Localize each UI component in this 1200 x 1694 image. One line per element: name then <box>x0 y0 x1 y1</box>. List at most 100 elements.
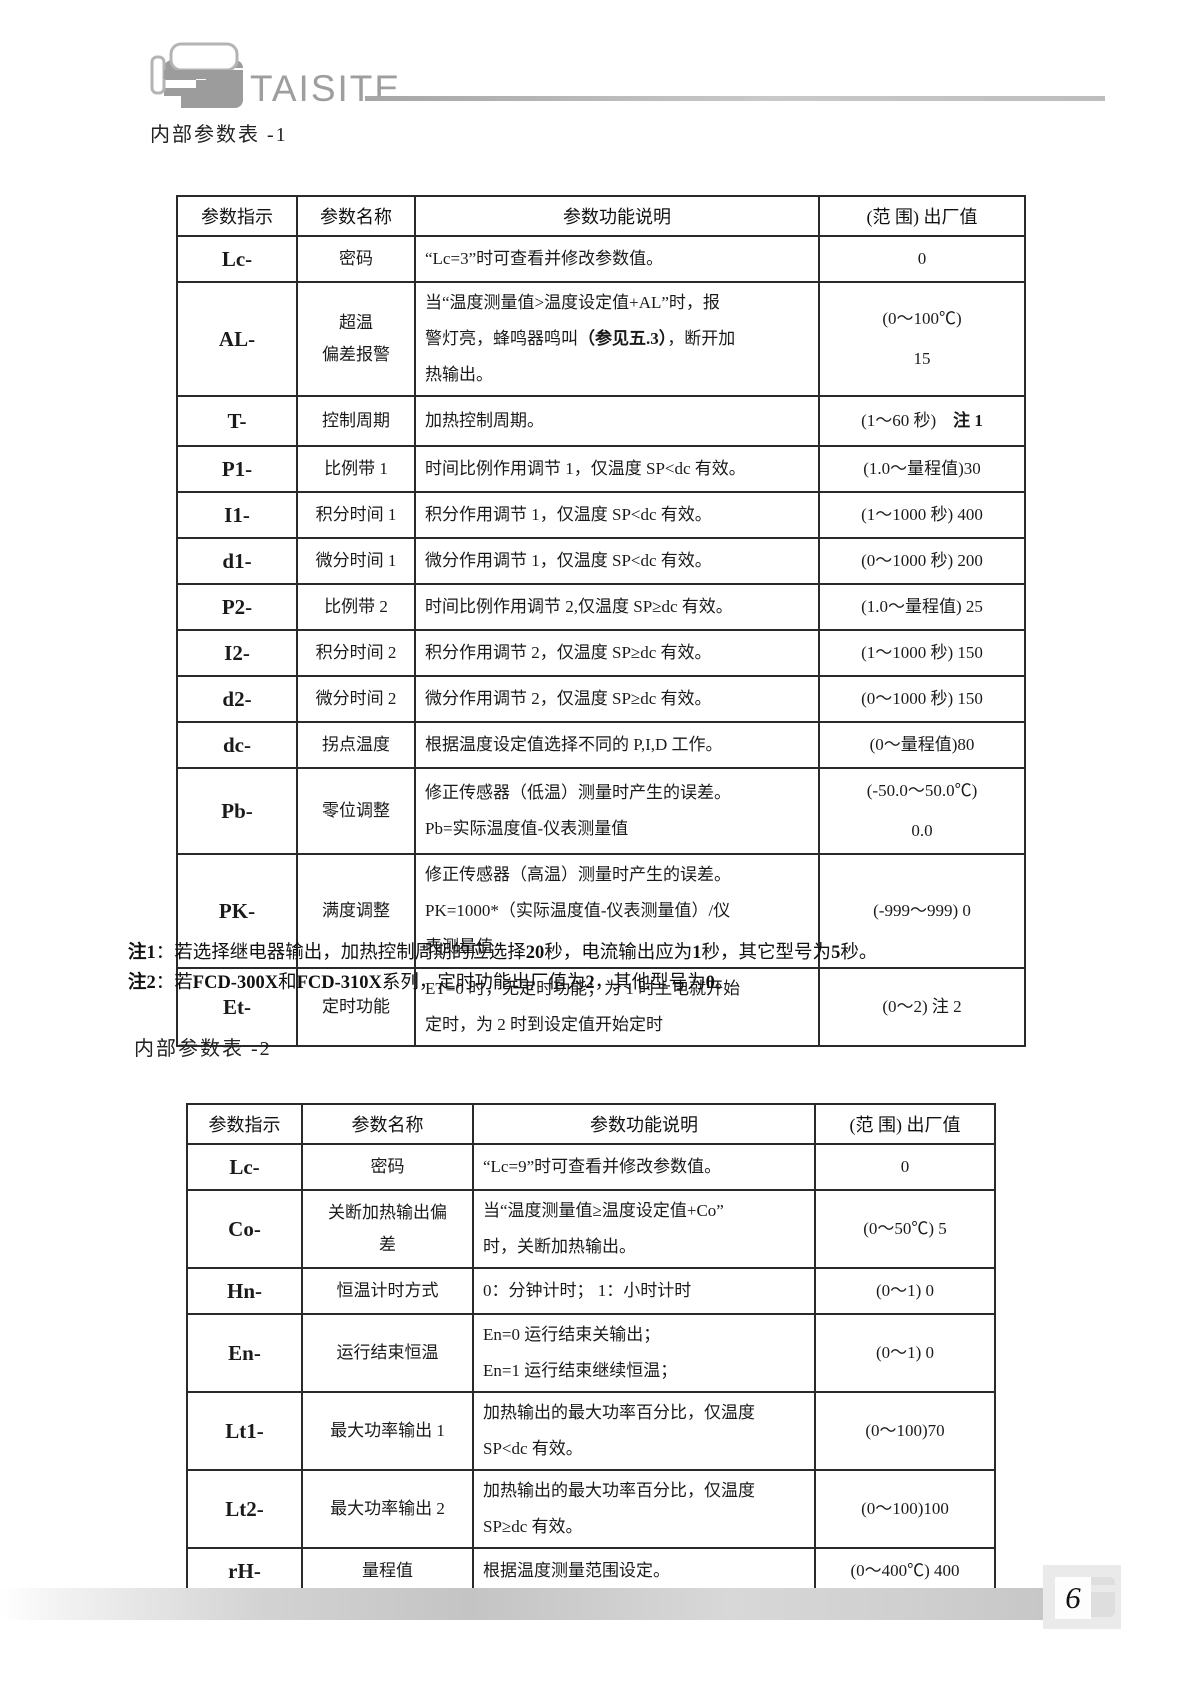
param-description-cell: 时间比例作用调节 2,仅温度 SP≥dc 有效。 <box>414 583 820 631</box>
cell-line: 密码 <box>339 249 373 268</box>
cell-line: 差 <box>379 1235 396 1254</box>
cell-line: 0 <box>917 249 927 268</box>
param-indicator-cell: dc- <box>176 721 298 769</box>
param-indicator-cell: Et- <box>176 967 298 1047</box>
param-name-cell: 积分时间 1 <box>296 491 416 539</box>
cell-line: PK=1000*（实际温度值-仪表测量值）/仪 <box>425 901 731 920</box>
param-indicator-cell: PK- <box>176 853 298 969</box>
cell-line: 当“温度测量值≥温度设定值+Co” <box>483 1201 724 1220</box>
param-name-cell: 比例带 1 <box>296 445 416 493</box>
cell-line: 恒温计时方式 <box>336 1281 439 1300</box>
cell-line: 积分时间 1 <box>315 505 397 524</box>
param-name-cell: 定时功能 <box>296 967 416 1047</box>
column-header: 参数功能说明 <box>414 195 820 237</box>
param-indicator-cell: Lt2- <box>186 1469 303 1549</box>
param-description-cell: 积分作用调节 1，仅温度 SP<dc 有效。 <box>414 491 820 539</box>
param-indicator-cell: P2- <box>176 583 298 631</box>
cell-line: (0～量程值)80 <box>869 735 975 754</box>
cell-line: 表测量值 <box>425 937 493 956</box>
column-header: 参数功能说明 <box>472 1103 816 1145</box>
cell-line: SP<dc 有效。 <box>483 1439 583 1458</box>
table-row: I2- 积分时间 2 积分作用调节 2，仅温度 SP≥dc 有效。 (1～1000 秒… <box>176 629 1026 677</box>
param-name-cell: 密码 <box>301 1143 474 1191</box>
param-name-cell: 恒温计时方式 <box>301 1267 474 1315</box>
param-indicator-cell: AL- <box>176 281 298 397</box>
cell-line: 积分时间 2 <box>315 643 397 662</box>
page-header: TAISITE <box>150 42 750 117</box>
param-range-default-cell: (0～1) 0 <box>814 1267 996 1315</box>
cell-line: (1～1000 秒) 150 <box>861 643 983 662</box>
cell-line: 量程值 <box>362 1561 413 1580</box>
table-row: dc- 拐点温度 根据温度设定值选择不同的 P,I,D 工作。 (0～量程值)80 <box>176 721 1026 769</box>
cell-line: 密码 <box>370 1157 405 1176</box>
table-row: Lt2- 最大功率输出 2 加热输出的最大功率百分比，仅温度 SP≥dc 有效。 (0～… <box>186 1469 996 1549</box>
table-row: Lc- 密码 “Lc=9”时可查看并修改参数值。 0 <box>186 1143 996 1191</box>
param-indicator-cell: Hn- <box>186 1267 303 1315</box>
cell-line: 加热输出的最大功率百分比，仅温度 <box>483 1403 755 1422</box>
cell-line: (-999～999) 0 <box>873 901 971 920</box>
param-range-default-cell: (0～50℃) 5 <box>814 1189 996 1269</box>
param-name-cell: 最大功率输出 1 <box>301 1391 474 1471</box>
param-name-cell: 比例带 2 <box>296 583 416 631</box>
cell-line: 当“温度测量值>温度设定值+AL”时，报 <box>425 293 720 312</box>
taisite-logo-icon <box>150 42 243 108</box>
param-name-cell: 拐点温度 <box>296 721 416 769</box>
cell-line: (0～1000 秒) 200 <box>861 551 983 570</box>
param-range-default-cell: (0～1000 秒) 150 <box>818 675 1026 723</box>
table-header-row: 参数指示 参数名称 参数功能说明 (范 围) 出厂值 <box>176 195 1026 237</box>
cell-line: 0：分钟计时； 1：小时计时 <box>483 1281 692 1300</box>
cell-line: 热输出。 <box>425 365 493 384</box>
footer-gradient-bar <box>0 1588 1043 1620</box>
param-indicator-cell: P1- <box>176 445 298 493</box>
param-description-cell: 时间比例作用调节 1，仅温度 SP<dc 有效。 <box>414 445 820 493</box>
table-row: rH- 量程值 根据温度测量范围设定。 (0～400℃) 400 <box>186 1547 996 1595</box>
cell-line: (0～400℃) 400 <box>850 1561 960 1580</box>
cell-line: En=1 运行结束继续恒温； <box>483 1361 678 1380</box>
param-indicator-cell: I2- <box>176 629 298 677</box>
cell-line: (1～1000 秒) 400 <box>861 505 983 524</box>
param-description-cell: 修正传感器（高温）测量时产生的误差。 PK=1000*（实际温度值-仪表测量值）/… <box>414 853 820 969</box>
table-row: Hn- 恒温计时方式 0：分钟计时； 1：小时计时 (0～1) 0 <box>186 1267 996 1315</box>
table-row: Lc- 密码 “Lc=3”时可查看并修改参数值。 0 <box>176 235 1026 283</box>
parameter-table-2: 参数指示 参数名称 参数功能说明 (范 围) 出厂值 Lc- 密码 “Lc=9”时可查看并… <box>186 1103 996 1595</box>
cell-line: 时间比例作用调节 2,仅温度 SP≥dc 有效。 <box>425 597 733 616</box>
table-row: d1- 微分时间 1 微分作用调节 1，仅温度 SP<dc 有效。 (0～1000 秒… <box>176 537 1026 585</box>
param-description-cell: 微分作用调节 1，仅温度 SP<dc 有效。 <box>414 537 820 585</box>
param-range-default-cell: (0～2) 注 2 <box>818 967 1026 1047</box>
cell-line: 定时功能 <box>322 997 390 1016</box>
cell-line: “Lc=3”时可查看并修改参数值。 <box>425 249 664 268</box>
cell-line: 关断加热输出偏 <box>328 1203 447 1222</box>
cell-line: 超温 <box>339 313 373 332</box>
cell-line: 15 <box>913 349 931 368</box>
cell-line: 时间比例作用调节 1，仅温度 SP<dc 有效。 <box>425 459 746 478</box>
table-row: P1- 比例带 1 时间比例作用调节 1，仅温度 SP<dc 有效。 (1.0～量程值… <box>176 445 1026 493</box>
param-name-cell: 微分时间 2 <box>296 675 416 723</box>
cell-line: 拐点温度 <box>322 735 390 754</box>
cell-line: 最大功率输出 2 <box>330 1499 445 1518</box>
param-range-default-cell: (0～100℃) 15 <box>818 281 1026 397</box>
page-number-box: 6 <box>1055 1577 1091 1619</box>
cell-line: 微分时间 1 <box>315 551 397 570</box>
table-row: Lt1- 最大功率输出 1 加热输出的最大功率百分比，仅温度 SP<dc 有效。 (0～… <box>186 1391 996 1471</box>
column-header: (范 围) 出厂值 <box>818 195 1026 237</box>
param-name-cell: 积分时间 2 <box>296 629 416 677</box>
cell-line: 比例带 2 <box>324 597 388 616</box>
table1-notes: 注1：若选择继电器输出，加热控制周期的应选择20秒，电流输出应为1秒，其它型号为… <box>128 938 1118 998</box>
page-number-badge: 6 <box>1043 1565 1121 1629</box>
cell-line: 满度调整 <box>322 901 390 920</box>
param-name-cell: 超温 偏差报警 <box>296 281 416 397</box>
param-range-default-cell: 0 <box>814 1143 996 1191</box>
page-number: 6 <box>1065 1580 1081 1615</box>
cell-line: ET=0 时，无定时功能；为 1 时上电就开始 <box>425 979 741 998</box>
cell-line: 0.0 <box>911 821 933 840</box>
column-header: 参数名称 <box>296 195 416 237</box>
param-range-default-cell: (1～1000 秒) 400 <box>818 491 1026 539</box>
cell-line: 微分作用调节 1，仅温度 SP<dc 有效。 <box>425 551 712 570</box>
param-description-cell: 加热控制周期。 <box>414 395 820 447</box>
param-indicator-cell: I1- <box>176 491 298 539</box>
cell-line: 零位调整 <box>322 801 390 820</box>
param-range-default-cell: (1.0～量程值)30 <box>818 445 1026 493</box>
table-row: PK- 满度调整 修正传感器（高温）测量时产生的误差。 PK=1000*（实际温度值-… <box>176 853 1026 969</box>
cell-line: (0～1000 秒) 150 <box>861 689 983 708</box>
